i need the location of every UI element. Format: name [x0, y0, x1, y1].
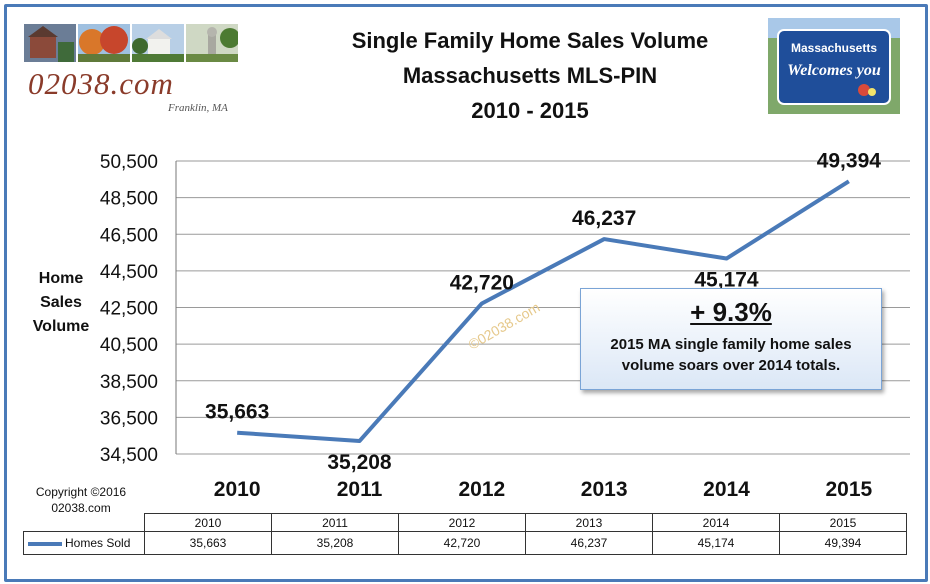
data-label: 35,663	[205, 401, 269, 424]
x-tick-label: 2014	[703, 478, 750, 501]
data-label: 35,208	[327, 451, 392, 474]
series-line-homes-sold	[237, 179, 850, 444]
copyright-line-2: 02038.com	[51, 501, 111, 515]
data-table-value: 46,237	[525, 531, 653, 555]
y-axis-label-line-1: Home	[38, 270, 84, 287]
y-tick-label: 38,500	[100, 372, 158, 393]
chart-title-line-2: Massachusetts MLS-PIN	[402, 63, 658, 88]
data-table-row: Homes Sold 35,663 35,208 42,720 46,237 4…	[23, 531, 907, 555]
logo-photo-monument	[186, 24, 238, 62]
logo-text: 02038.com	[28, 66, 174, 101]
x-tick-label: 2013	[581, 478, 628, 501]
y-tick-label: 50,500	[100, 152, 158, 173]
callout-message: 2015 MA single family home sales volume …	[610, 336, 852, 374]
site-logo[interactable]: 02038.com Franklin, MA	[18, 16, 254, 116]
growth-callout: + 9.3% 2015 MA single family home sales …	[580, 288, 882, 390]
data-table-header-row: 2010 2011 2012 2013 2014 2015	[24, 513, 907, 532]
data-label: 45,174	[694, 269, 759, 292]
data-table-value: 45,174	[652, 531, 780, 555]
chart-title-line-1: Single Family Home Sales Volume	[351, 28, 709, 53]
x-tick-label: 2015	[825, 478, 872, 501]
y-tick-label: 42,500	[100, 299, 158, 320]
data-table-value: 35,663	[144, 531, 272, 555]
y-tick-label: 46,500	[100, 225, 158, 246]
data-labels: 35,663 35,208 42,720 46,237 45,174 49,394	[205, 149, 881, 474]
logo-photo-building	[24, 24, 76, 62]
y-axis-label-line-2: Sales	[40, 294, 82, 311]
y-axis-label-line-3: Volume	[32, 318, 90, 335]
y-axis-ticks: 34,500 36,500 38,500 40,500 42,500 44,500 46,5…	[100, 152, 158, 466]
callout-percent: + 9.3%	[690, 297, 772, 327]
data-table-corner	[24, 514, 145, 532]
y-tick-label: 36,500	[100, 408, 158, 429]
y-tick-label: 48,500	[100, 189, 158, 210]
data-table-year: 2013	[525, 513, 653, 532]
massachusetts-welcome-sign: Massachusetts Welcomes you	[768, 18, 900, 114]
x-tick-label: 2010	[214, 478, 261, 501]
logo-photo-autumn-trees	[78, 24, 130, 62]
logo-photo-church	[132, 24, 184, 62]
legend-line-swatch	[28, 541, 62, 546]
data-table-year: 2014	[652, 513, 780, 532]
copyright-line-1: Copyright ©2016	[35, 485, 127, 499]
y-tick-label: 44,500	[100, 262, 158, 283]
y-tick-label: 40,500	[100, 335, 158, 356]
legend-label: Homes Sold	[65, 536, 131, 550]
chart-title-line-3: 2010 - 2015	[471, 98, 589, 123]
x-axis-ticks: 2010 2011 2012 2013 2014 2015	[214, 478, 873, 501]
data-table-year: 2010	[144, 513, 272, 532]
x-tick-label: 2011	[337, 478, 383, 501]
legend-entry-homes-sold: Homes Sold	[23, 531, 145, 555]
x-tick-label: 2012	[458, 478, 505, 501]
sign-text-state: Massachusetts	[791, 41, 877, 55]
data-label: 49,394	[817, 149, 882, 172]
y-tick-label: 34,500	[100, 445, 158, 466]
data-table-year: 2011	[271, 513, 399, 532]
data-label: 46,237	[572, 207, 636, 230]
data-table-value: 42,720	[398, 531, 526, 555]
data-label: 42,720	[450, 271, 514, 294]
data-table-year: 2015	[779, 513, 907, 532]
data-table-year: 2012	[398, 513, 526, 532]
logo-subtext: Franklin, MA	[168, 102, 228, 114]
sign-text-welcome: Welcomes you	[787, 62, 881, 79]
data-table-value: 49,394	[779, 531, 907, 555]
data-table: 2010 2011 2012 2013 2014 2015 Homes Sold…	[23, 513, 907, 555]
data-table-value: 35,208	[271, 531, 399, 555]
